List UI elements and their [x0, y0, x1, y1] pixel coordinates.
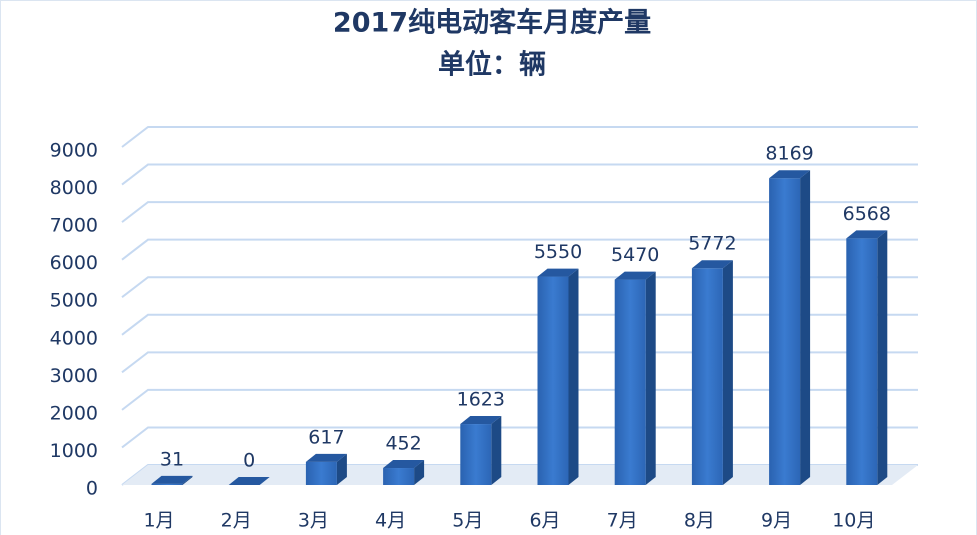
bar-top — [151, 475, 193, 484]
bar-side — [182, 475, 193, 485]
grid-line — [121, 201, 918, 223]
y-tick-label: 6000 — [50, 252, 98, 274]
bar-top — [537, 268, 579, 277]
value-label: 452 — [385, 433, 421, 455]
chart-subtitle: 单位：辆 — [438, 49, 546, 81]
x-tick-label: 5月 — [452, 510, 483, 532]
bar-front — [691, 268, 723, 485]
x-tick-label: 6月 — [529, 510, 560, 532]
bar-front — [537, 276, 569, 485]
bar — [228, 477, 270, 485]
value-label: 617 — [308, 426, 344, 448]
grid-line — [121, 126, 918, 148]
grid-line — [121, 388, 918, 411]
bar-side — [568, 268, 579, 485]
grid-line — [121, 351, 918, 374]
bar-side — [491, 416, 502, 485]
bar — [460, 416, 502, 485]
bar-side — [336, 453, 347, 485]
y-tick-label: 0 — [86, 478, 98, 500]
bar — [846, 230, 888, 485]
bar-top — [614, 271, 656, 280]
grid-line — [121, 238, 918, 261]
x-tick-label: 3月 — [298, 510, 329, 532]
bar — [305, 453, 347, 485]
y-tick-label: 5000 — [50, 290, 98, 312]
value-label: 0 — [243, 450, 255, 472]
bar-front — [614, 279, 646, 485]
bar-side — [877, 230, 888, 485]
bar-side — [800, 170, 811, 485]
y-tick-label: 4000 — [50, 327, 98, 349]
bar — [383, 460, 425, 485]
y-tick-label: 8000 — [50, 177, 98, 199]
bar — [537, 268, 579, 485]
grid-line — [121, 313, 918, 336]
value-label: 1623 — [457, 389, 505, 411]
bar-front — [383, 468, 415, 485]
y-tick-label: 9000 — [50, 140, 98, 162]
value-label: 5470 — [611, 244, 659, 266]
bar-top — [846, 230, 888, 239]
bar-front — [305, 461, 337, 485]
bar-front — [151, 483, 183, 485]
bar-top — [460, 416, 502, 425]
x-tick-label: 7月 — [607, 510, 638, 532]
x-tick-label: 10月 — [832, 510, 875, 532]
value-label: 8169 — [765, 143, 813, 165]
value-label: 5550 — [534, 241, 582, 263]
bar-top — [383, 460, 425, 469]
x-tick-label: 9月 — [761, 510, 792, 532]
bar-front — [846, 238, 878, 485]
bar — [614, 271, 656, 485]
bar-top — [769, 170, 811, 179]
bar-top — [228, 477, 270, 485]
bar-side — [414, 460, 425, 485]
bar-top — [305, 453, 347, 462]
grid-line — [121, 426, 918, 449]
value-label: 5772 — [688, 233, 736, 255]
bar-side — [722, 260, 733, 485]
x-tick-label: 1月 — [143, 510, 174, 532]
x-tick-label: 8月 — [684, 510, 715, 532]
grid-line — [121, 163, 918, 186]
bar — [691, 260, 733, 485]
bar-front — [460, 424, 492, 485]
bar-top — [691, 260, 733, 269]
x-tick-label: 2月 — [221, 510, 252, 532]
bar — [769, 170, 811, 485]
y-tick-label: 7000 — [50, 215, 98, 237]
bar-front — [769, 178, 801, 485]
bar — [151, 475, 193, 485]
grid-line — [121, 276, 918, 299]
y-tick-label: 2000 — [50, 402, 98, 424]
bar-side — [645, 271, 656, 485]
value-label: 31 — [160, 448, 184, 470]
x-tick-label: 4月 — [375, 510, 406, 532]
y-tick-label: 1000 — [50, 440, 98, 462]
y-tick-label: 3000 — [50, 365, 98, 387]
chart-title: 2017纯电动客车月度产量 — [333, 7, 651, 39]
value-label: 6568 — [843, 203, 891, 225]
